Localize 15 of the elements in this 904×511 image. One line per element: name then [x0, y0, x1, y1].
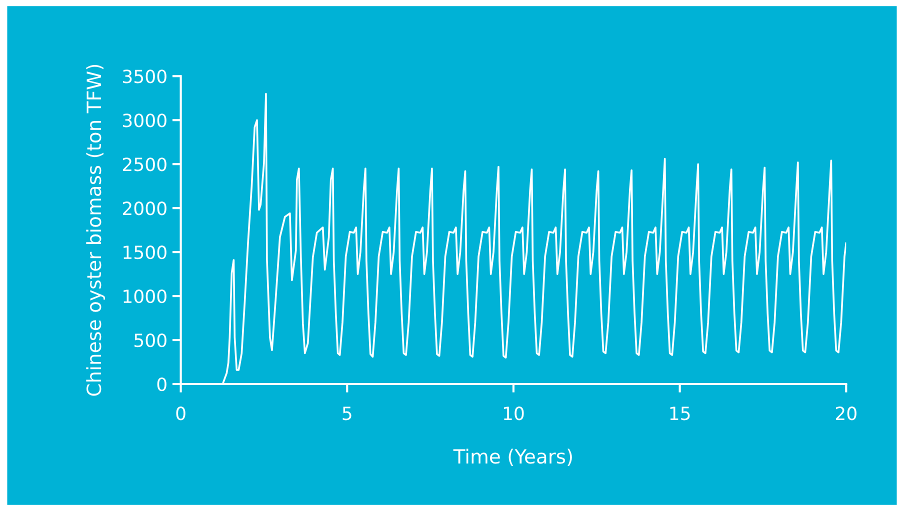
y-tick-label: 3000 — [123, 114, 166, 128]
y-tick-label: 1500 — [124, 246, 166, 260]
y-tick-label: 1000 — [124, 290, 166, 304]
y-tick-label: 2500 — [122, 158, 166, 172]
x-tick-label: 20 — [836, 406, 856, 420]
y-axis-title: Chinese oyster biomass (ton TFW) — [86, 64, 105, 396]
x-tick-label: 10 — [504, 406, 524, 420]
x-tick-label: 15 — [670, 406, 690, 420]
x-axis-title: Time (Years) — [453, 448, 572, 466]
y-tick-label: 2000 — [122, 202, 166, 216]
y-tick-label: 500 — [134, 333, 166, 348]
x-tick-label: 0 — [176, 406, 186, 420]
y-tick-label: 0 — [157, 377, 166, 392]
y-tick-label: 3500 — [123, 70, 166, 84]
x-tick-label: 5 — [342, 406, 352, 420]
